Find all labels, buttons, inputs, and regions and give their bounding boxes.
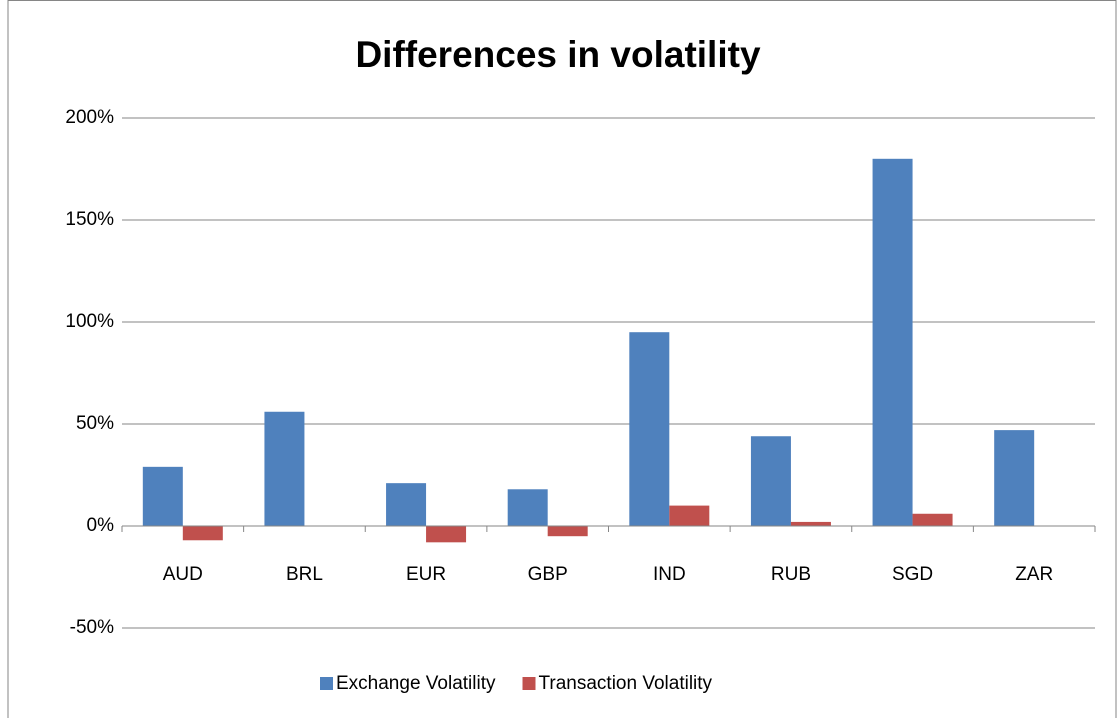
y-tick-label: 100% [65, 311, 114, 332]
legend-label: Exchange Volatility [336, 673, 496, 694]
bar [790, 521, 831, 526]
x-tick-label: EUR [406, 564, 446, 585]
bar [669, 505, 710, 526]
y-tick-label: -50% [70, 617, 114, 638]
bar [994, 430, 1035, 526]
x-tick-label: GBP [528, 564, 568, 585]
chart-title: Differences in volatility [355, 34, 760, 75]
bar [426, 526, 467, 543]
bar [547, 526, 588, 537]
bar [872, 158, 913, 527]
bar [386, 483, 427, 526]
y-tick-label: 50% [76, 413, 114, 434]
x-tick-label: BRL [286, 564, 323, 585]
x-tick-label: SGD [892, 564, 933, 585]
bar [507, 489, 548, 526]
x-tick-label: AUD [163, 564, 203, 585]
x-tick-label: ZAR [1015, 564, 1053, 585]
bar [264, 411, 305, 526]
bar [750, 436, 791, 526]
y-tick-label: 150% [65, 209, 114, 230]
y-tick-label: 0% [87, 515, 115, 536]
legend-label: Transaction Volatility [539, 673, 713, 694]
bar [142, 466, 183, 526]
bar [629, 332, 670, 526]
chart-frame [7, 0, 1117, 718]
x-tick-label: IND [653, 564, 686, 585]
legend-swatch [320, 677, 333, 690]
x-tick-label: RUB [771, 564, 811, 585]
legend-swatch [522, 677, 536, 690]
bar [912, 513, 953, 526]
bar [182, 526, 223, 541]
y-tick-label: 200% [65, 107, 114, 128]
